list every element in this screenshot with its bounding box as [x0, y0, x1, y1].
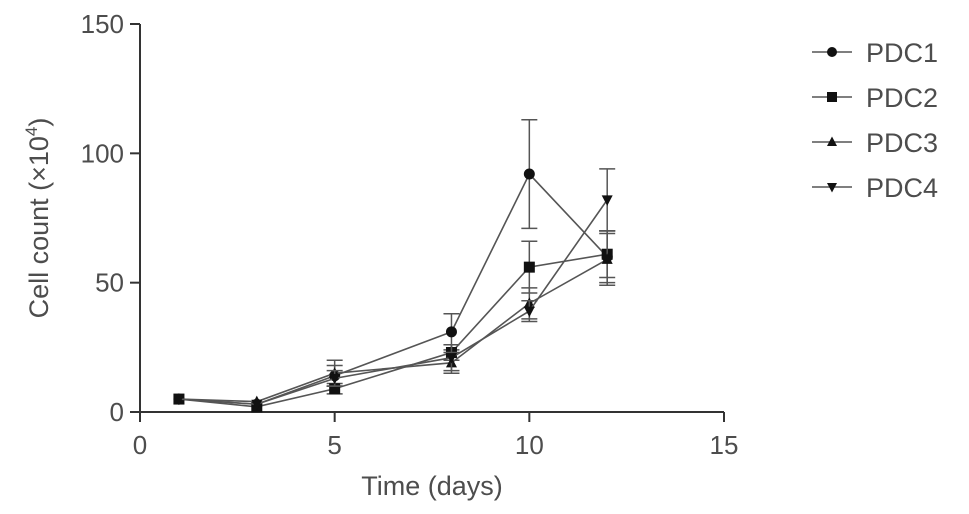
data-point	[601, 253, 613, 264]
y-tick-label: 0	[110, 397, 124, 427]
series-line	[178, 253, 608, 408]
x-ticks: 0 5 10 15	[133, 412, 739, 460]
data-point	[523, 168, 535, 180]
data-point	[329, 383, 341, 395]
series-pdc1	[173, 118, 616, 410]
data-point	[523, 306, 535, 318]
series-pdc4	[173, 168, 616, 411]
series-line	[178, 258, 608, 403]
legend-label: PDC3	[866, 128, 938, 158]
data-point	[523, 261, 535, 273]
legend-item-pdc2: PDC2	[812, 83, 938, 113]
series-line	[178, 172, 608, 406]
legend-label: PDC2	[866, 83, 938, 113]
data-point	[445, 326, 457, 338]
legend-marker	[827, 92, 837, 102]
data-point	[329, 373, 341, 385]
legend: PDC1 PDC2 PDC3 PDC4	[812, 38, 938, 203]
legend-item-pdc1: PDC1	[812, 38, 938, 68]
series-line	[178, 199, 608, 406]
legend-marker	[827, 183, 837, 193]
series-pdc2	[173, 230, 616, 413]
legend-label: PDC4	[866, 173, 938, 203]
legend-label: PDC1	[866, 38, 938, 68]
x-tick-label: 0	[133, 430, 147, 460]
legend-item-pdc4: PDC4	[812, 173, 938, 203]
data-point	[601, 195, 613, 206]
x-axis-title: Time (days)	[361, 471, 503, 501]
y-ticks: 0 50 100 150	[81, 9, 140, 427]
y-tick-label: 100	[81, 138, 124, 168]
data-point	[445, 353, 457, 364]
axes	[139, 24, 724, 413]
legend-item-pdc3: PDC3	[812, 128, 938, 158]
y-tick-label: 150	[81, 9, 124, 39]
series-pdc3	[173, 232, 616, 407]
data-point	[173, 394, 185, 406]
x-tick-label: 5	[327, 430, 341, 460]
legend-marker	[827, 47, 837, 57]
x-tick-label: 10	[515, 430, 544, 460]
y-tick-label: 50	[95, 268, 124, 298]
legend-marker	[827, 136, 837, 146]
series-layer	[173, 118, 616, 413]
data-point	[251, 399, 263, 411]
x-tick-label: 15	[710, 430, 739, 460]
y-axis-title: Cell count (×104)	[22, 118, 54, 319]
